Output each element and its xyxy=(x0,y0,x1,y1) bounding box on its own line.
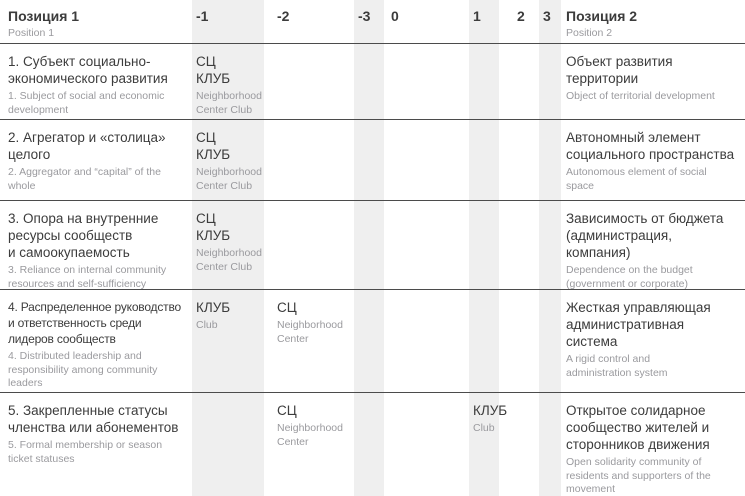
mark-cell-neg1: СЦ КЛУБ Neighborhood Center Club xyxy=(192,201,273,289)
position2-ru: Открытое солидарное сообщество жителей и… xyxy=(566,403,710,452)
position1-ru: 1. Субъект социально- экономического раз… xyxy=(8,54,168,86)
mark-ru: СЦ xyxy=(277,300,297,315)
mark-cell-pos1: КЛУБ Club xyxy=(469,393,513,496)
mark-cell-neg2: СЦ Neighborhood Center xyxy=(273,393,354,496)
mark-cell-neg1: СЦ КЛУБ Neighborhood Center Club xyxy=(192,120,273,200)
mark-cell-neg1: КЛУБ Club xyxy=(192,290,273,392)
position2-ru: Автономный элемент социального пространс… xyxy=(566,130,735,162)
scale-header-neg3: -3 xyxy=(358,8,371,24)
position1-cell: 5. Закрепленные статусы членства или або… xyxy=(0,393,192,496)
position1-subtitle: Position 1 xyxy=(8,27,55,39)
position2-en: Open solidarity community of residents a… xyxy=(566,456,711,495)
position1-en: 1. Subject of social and economic develo… xyxy=(8,90,165,116)
scale-header-pos3: 3 xyxy=(543,8,551,24)
position1-cell: 3. Опора на внутренние ресурсы сообществ… xyxy=(0,201,192,289)
table-row-4: 4. Распределенное руководство и ответств… xyxy=(0,290,745,393)
position1-ru: 5. Закрепленные статусы членства или або… xyxy=(8,403,179,435)
col-header-position1: Позиция 1 Position 1 xyxy=(0,0,192,43)
column-stripe-neg3 xyxy=(354,0,384,496)
position2-en: Autonomous element of social space xyxy=(566,166,707,192)
position2-en: Object of territorial development xyxy=(566,90,715,102)
position1-en: 5. Formal membership or season ticket st… xyxy=(8,439,163,465)
mark-en: Club xyxy=(473,422,495,434)
table-row-3: 3. Опора на внутренние ресурсы сообществ… xyxy=(0,201,745,290)
header-row: Позиция 1 Position 1 -1 -2 -3 0 1 2 3 По… xyxy=(0,0,745,44)
mark-en: Neighborhood Center Club xyxy=(196,90,262,116)
mark-cell-neg1: СЦ КЛУБ Neighborhood Center Club xyxy=(192,44,273,119)
mark-cell-neg2: СЦ Neighborhood Center xyxy=(273,290,354,392)
position2-cell: Открытое солидарное сообщество жителей и… xyxy=(566,393,745,496)
mark-ru: СЦ КЛУБ xyxy=(196,54,231,86)
mark-ru: СЦ КЛУБ xyxy=(196,211,231,243)
scale-header-pos1: 1 xyxy=(473,8,481,24)
position2-cell: Объект развития территории Object of ter… xyxy=(566,44,745,119)
position2-cell: Автономный элемент социального пространс… xyxy=(566,120,745,200)
position1-ru: 4. Распределенное руководство и ответств… xyxy=(8,300,181,346)
position2-cell: Зависимость от бюджета (администрация, к… xyxy=(566,201,745,289)
table-row-5: 5. Закрепленные статусы членства или або… xyxy=(0,393,745,496)
scale-header-neg2: -2 xyxy=(277,8,290,24)
position1-cell: 4. Распределенное руководство и ответств… xyxy=(0,290,192,392)
position1-en: 3. Reliance on internal community resour… xyxy=(8,264,167,289)
position1-cell: 1. Субъект социально- экономического раз… xyxy=(0,44,192,119)
scale-header-zero: 0 xyxy=(391,8,399,24)
position1-cell: 2. Агрегатор и «столица» целого 2. Aggre… xyxy=(0,120,192,200)
mark-en: Club xyxy=(196,319,218,331)
mark-en: Neighborhood Center Club xyxy=(196,166,262,192)
position1-title: Позиция 1 xyxy=(8,8,80,24)
mark-ru: СЦ xyxy=(277,403,297,418)
column-stripe-neg1 xyxy=(192,0,264,496)
mark-en: Neighborhood Center Club xyxy=(196,247,262,273)
mark-ru: КЛУБ xyxy=(473,403,508,418)
mark-ru: КЛУБ xyxy=(196,300,231,315)
position2-title: Позиция 2 xyxy=(566,8,638,24)
scale-header-pos2: 2 xyxy=(517,8,525,24)
col-header-position2: Позиция 2 Position 2 xyxy=(566,0,745,43)
scale-header-neg1: -1 xyxy=(196,8,209,24)
position2-subtitle: Position 2 xyxy=(566,27,613,39)
position2-en: A rigid control and administration syste… xyxy=(566,353,668,379)
position1-en: 2. Aggregator and “capital” of the whole xyxy=(8,166,161,192)
position2-cell: Жесткая управляющая административная сис… xyxy=(566,290,745,392)
table-row-2: 2. Агрегатор и «столица» целого 2. Aggre… xyxy=(0,120,745,201)
mark-ru: СЦ КЛУБ xyxy=(196,130,231,162)
column-stripe-pos1 xyxy=(469,0,499,496)
mark-en: Neighborhood Center xyxy=(277,422,343,448)
position1-en: 4. Distributed leadership and responsibi… xyxy=(8,350,158,389)
table-row-1: 1. Субъект социально- экономического раз… xyxy=(0,44,745,120)
position2-en: Dependence on the budget (government or … xyxy=(566,264,693,289)
position2-ru: Объект развития территории xyxy=(566,54,673,86)
position2-ru: Зависимость от бюджета (администрация, к… xyxy=(566,211,724,260)
mark-en: Neighborhood Center xyxy=(277,319,343,345)
position1-ru: 2. Агрегатор и «столица» целого xyxy=(8,130,166,162)
column-stripe-pos3 xyxy=(539,0,561,496)
position1-ru: 3. Опора на внутренние ресурсы сообществ… xyxy=(8,211,159,260)
position2-ru: Жесткая управляющая административная сис… xyxy=(566,300,711,349)
